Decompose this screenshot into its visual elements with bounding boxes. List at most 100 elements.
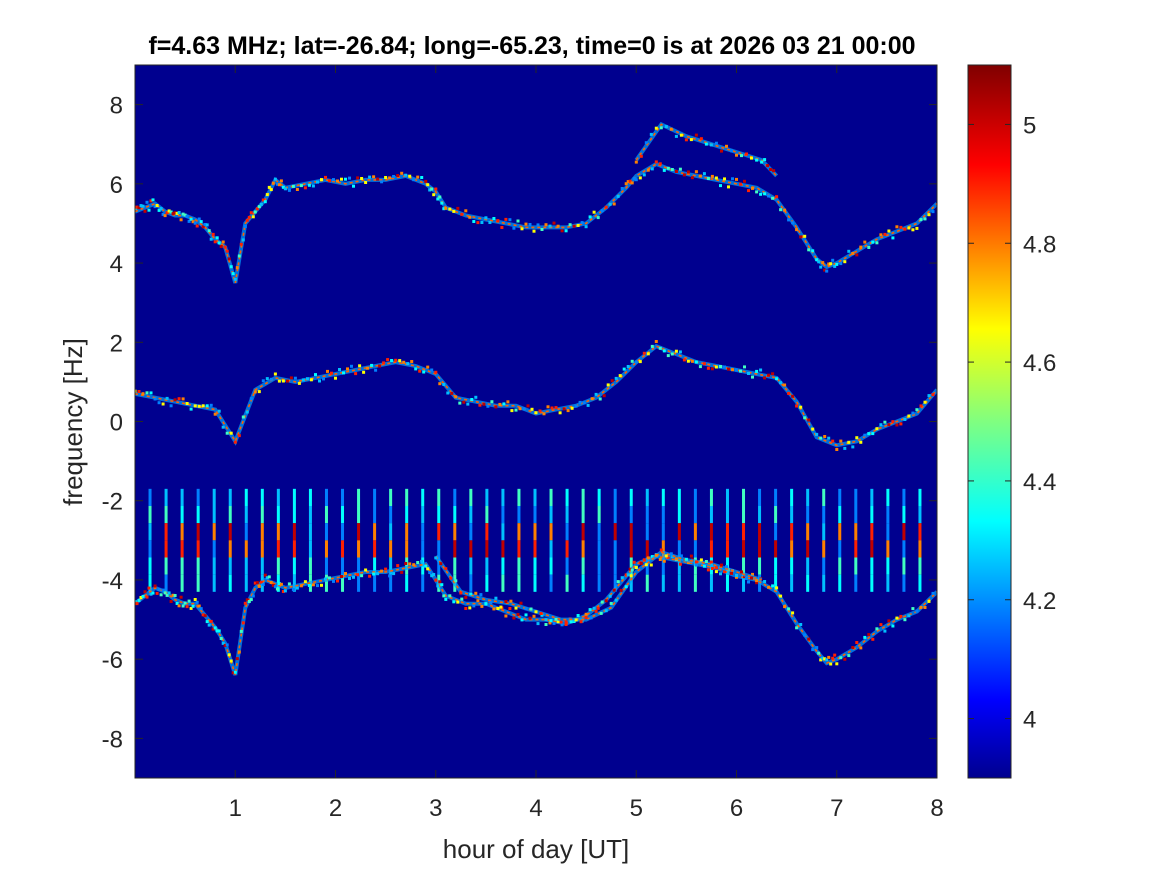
ridge-point <box>763 158 767 162</box>
vertical-band <box>629 574 633 592</box>
ridge-point <box>320 178 323 182</box>
ridge-point <box>931 591 935 595</box>
ridge-point <box>767 373 771 377</box>
vertical-band <box>709 506 713 524</box>
ridge-point <box>185 402 189 405</box>
ridge-point <box>833 653 837 657</box>
ridge-point <box>169 404 173 408</box>
ridge-point <box>919 605 923 609</box>
vertical-band <box>228 557 232 575</box>
ridge-point <box>452 600 456 604</box>
ridge-point <box>927 599 931 603</box>
vertical-band <box>774 557 778 575</box>
vertical-band <box>212 557 216 575</box>
ridge-point <box>534 411 538 415</box>
ridge-point <box>167 591 171 595</box>
ridge-point <box>444 206 448 210</box>
vertical-band <box>661 540 665 558</box>
ridge-point <box>506 400 510 404</box>
ridge-point <box>831 258 835 262</box>
vertical-band <box>597 574 601 592</box>
ridge-point <box>755 581 759 585</box>
vertical-band <box>501 488 505 507</box>
vertical-band <box>742 506 746 524</box>
vertical-band <box>228 540 232 558</box>
ridge-point <box>594 392 598 396</box>
ridge-point <box>448 207 452 211</box>
ridge-point <box>155 204 159 207</box>
ridge-point <box>440 583 444 587</box>
vertical-band <box>164 488 168 507</box>
ridge-point <box>135 602 139 606</box>
vertical-band <box>469 574 473 592</box>
ridge-point <box>281 379 285 383</box>
ridge-point <box>496 607 500 610</box>
ridge-point <box>694 563 698 567</box>
ridge-point <box>400 570 404 574</box>
ridge-point <box>143 209 147 213</box>
ridge-point <box>318 379 321 383</box>
ridge-point <box>460 212 464 216</box>
vertical-band <box>148 574 152 592</box>
ridge-point <box>706 177 710 180</box>
ridge-point <box>219 245 223 248</box>
ridge-point <box>392 175 396 178</box>
ridge-point <box>464 209 468 213</box>
ridge-point <box>630 568 634 572</box>
vertical-band <box>180 540 184 558</box>
ridge-point <box>340 575 343 578</box>
ridge-point <box>516 613 520 616</box>
ridge-point <box>740 154 743 158</box>
ridge-point <box>654 553 658 557</box>
vertical-band <box>389 488 393 507</box>
vertical-band <box>405 523 409 541</box>
vertical-band <box>661 506 665 524</box>
vertical-band <box>677 506 681 524</box>
ridge-point <box>586 403 590 407</box>
vertical-band <box>180 523 184 541</box>
ridge-point <box>205 223 209 227</box>
ridge-point <box>622 367 626 371</box>
ridge-point <box>241 415 245 419</box>
ridge-point <box>642 558 646 562</box>
ridge-point <box>468 215 472 219</box>
ridge-point <box>438 580 442 584</box>
ridge-point <box>544 623 548 626</box>
ridge-point <box>175 602 179 605</box>
ridge-point <box>528 223 532 226</box>
ridge-point <box>666 354 670 358</box>
vertical-band <box>357 488 361 507</box>
ridge-point <box>719 184 722 188</box>
ridge-point <box>183 213 187 217</box>
vertical-band <box>453 540 457 558</box>
vertical-band <box>709 523 713 541</box>
vertical-band <box>645 506 649 524</box>
vertical-band <box>822 506 826 524</box>
ridge-point <box>438 382 442 386</box>
vertical-band <box>260 540 264 558</box>
ridge-point <box>484 216 488 220</box>
ridge-point <box>931 393 935 397</box>
ridge-point <box>831 439 835 443</box>
ridge-point <box>775 586 779 590</box>
ridge-point <box>659 126 663 130</box>
vertical-band <box>405 488 409 507</box>
ridge-point <box>207 623 211 627</box>
ridge-point <box>867 432 871 436</box>
ridge-point <box>334 376 337 380</box>
ridge-point <box>871 432 875 436</box>
ridge-point <box>508 218 512 222</box>
ridge-point <box>839 262 843 266</box>
ridge-point <box>478 403 482 407</box>
ridge-point <box>360 574 364 578</box>
ridge-point <box>464 595 468 599</box>
vertical-band <box>549 540 553 558</box>
ridge-point <box>815 258 819 262</box>
ridge-point <box>562 407 566 411</box>
ridge-point <box>452 209 456 213</box>
ridge-point <box>179 595 183 599</box>
ridge-point <box>871 637 875 641</box>
ridge-point <box>153 205 157 209</box>
ridge-point <box>799 623 803 626</box>
vertical-band <box>357 574 361 592</box>
